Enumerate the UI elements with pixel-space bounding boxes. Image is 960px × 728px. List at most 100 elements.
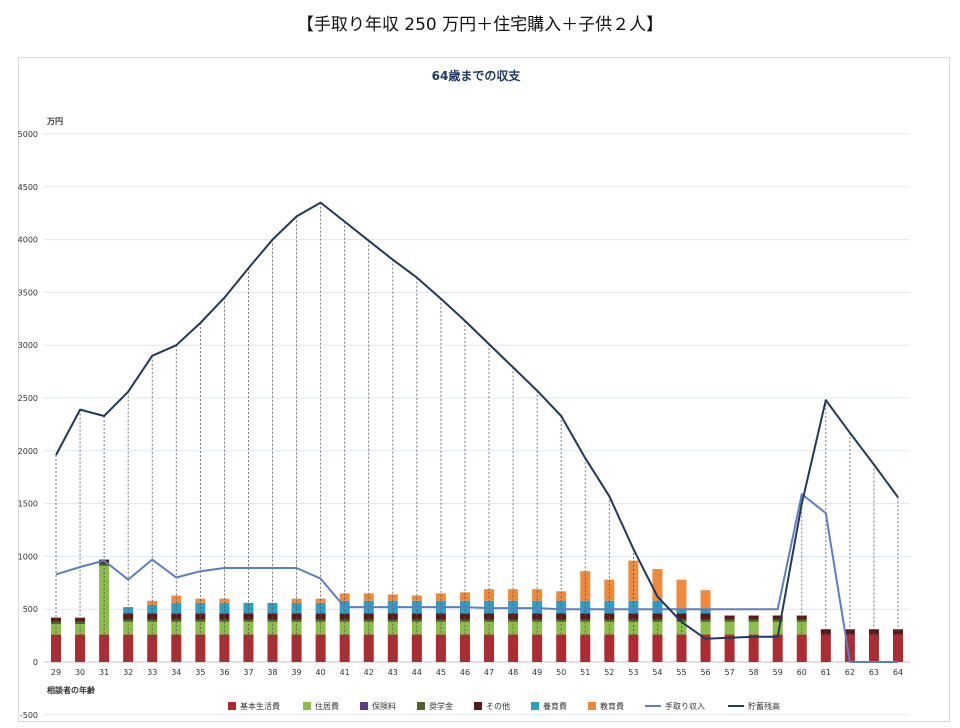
legend-swatch [531,702,539,710]
bar-segment [844,629,855,635]
series-line [55,493,898,663]
bar-segment [363,634,374,662]
y-axis-label: 万円 [46,117,63,126]
bar-segment [844,634,855,662]
legend-label: 基本生活費 [240,701,280,711]
bar-segment [508,589,519,601]
y-tick-label: 3500 [18,288,38,297]
x-tick-label: 48 [508,668,518,677]
y-tick-label: 5000 [18,130,38,139]
x-tick-label: 33 [147,668,157,677]
x-tick-label: 49 [532,668,542,677]
bar-segment [700,609,711,614]
bar-segment [748,615,759,620]
line-series [55,201,899,663]
x-tick-label: 58 [749,668,759,677]
bar-segment [772,634,783,662]
bar-segment [411,621,422,635]
bar-segment [51,623,61,635]
legend-swatch [360,702,368,710]
bar-segment [700,621,711,635]
x-tick-label: 62 [845,668,855,677]
legend: 基本生活費 住居費 保険料 奨学金 その他 養育費 教育費 手取り収入 貯蓄残高 [228,701,780,711]
x-tick-label: 60 [797,668,807,677]
x-tick-label: 35 [195,668,205,677]
bar-segment [868,634,879,662]
y-tick-label: 500 [23,605,38,614]
bar-segment [219,619,230,622]
x-tick-label: 34 [171,668,181,677]
legend-swatch [417,702,425,710]
bar-segment [363,613,374,620]
bar-segment [459,634,470,662]
bar-segment [676,609,687,614]
bar-segment [580,634,591,662]
bar-segment [652,634,663,662]
legend-label: 手取り収入 [665,701,705,711]
bar-segment [411,613,422,620]
bar-segment [700,619,711,622]
bar-segment [580,613,591,620]
x-tick-label: 56 [700,668,710,677]
bar-segment [484,600,495,614]
x-tick-label: 41 [340,668,350,677]
y-tick-label: 1000 [18,552,38,561]
bar-segment [604,600,615,614]
bar-segment [123,607,134,614]
bar-segment [147,600,158,605]
bar-segment [411,619,422,622]
bar-segment [75,634,86,662]
bar-segment [628,560,639,601]
bar-segment [772,621,783,635]
bar-segment [508,600,519,614]
y-tick-labels: -500 0 500 1000 1500 2000 2500 3000 3500 4000 4500… [18,130,38,720]
bar-segment [628,619,639,622]
page-title: 【手取り年収 250 万円＋住宅購入＋子供２人】 [296,15,664,35]
y-tick-label: 2500 [18,394,38,403]
bar-segment [652,621,663,635]
bar-segment [339,619,350,622]
bar-segment [820,629,831,635]
x-tick-label: 32 [123,668,133,677]
bar-segment [291,602,302,614]
legend-label: 養育費 [543,701,567,711]
bar-segment [171,613,182,620]
bar-segment [459,613,470,620]
bar-segment [484,589,495,601]
bar-segment [628,621,639,635]
x-tick-label: 51 [580,668,590,677]
x-tick-label: 64 [893,668,903,677]
x-axis-label: 相談者の年齢 [47,685,96,695]
bar-segment [724,621,735,635]
legend-label: 貯蓄残高 [748,701,780,711]
bar-segment [652,569,663,601]
y-tick-label: 1500 [18,500,38,509]
bar-segment [171,602,182,614]
x-tick-label: 43 [388,668,398,677]
drop-lines [55,202,899,662]
bar-segment [219,598,230,603]
bar-segment [868,629,879,635]
bar-segment [435,593,446,601]
y-tick-label: 4000 [18,236,38,245]
x-tick-label: 61 [821,668,831,677]
legend-swatch [228,702,236,710]
bar-segment [628,600,639,614]
x-tick-label: 31 [99,668,109,677]
bar-segment [700,613,711,620]
bar-segment [652,600,663,614]
legend-swatch [588,702,596,710]
bar-segment [75,623,86,635]
bar-segment [171,619,182,622]
bar-segment [339,593,350,601]
bar-segment [628,634,639,662]
bar-segment [339,613,350,620]
bar-segment [676,613,687,620]
bar-segment [219,602,230,614]
x-tick-label: 47 [484,668,494,677]
bar-segment [291,634,302,662]
x-tick-label: 57 [725,668,735,677]
x-tick-labels: 29 30 31 32 33 34 35 36 37 38 39 40 41 42 43 44 45 46 47 48… [51,668,903,677]
bar-segment [315,619,326,622]
